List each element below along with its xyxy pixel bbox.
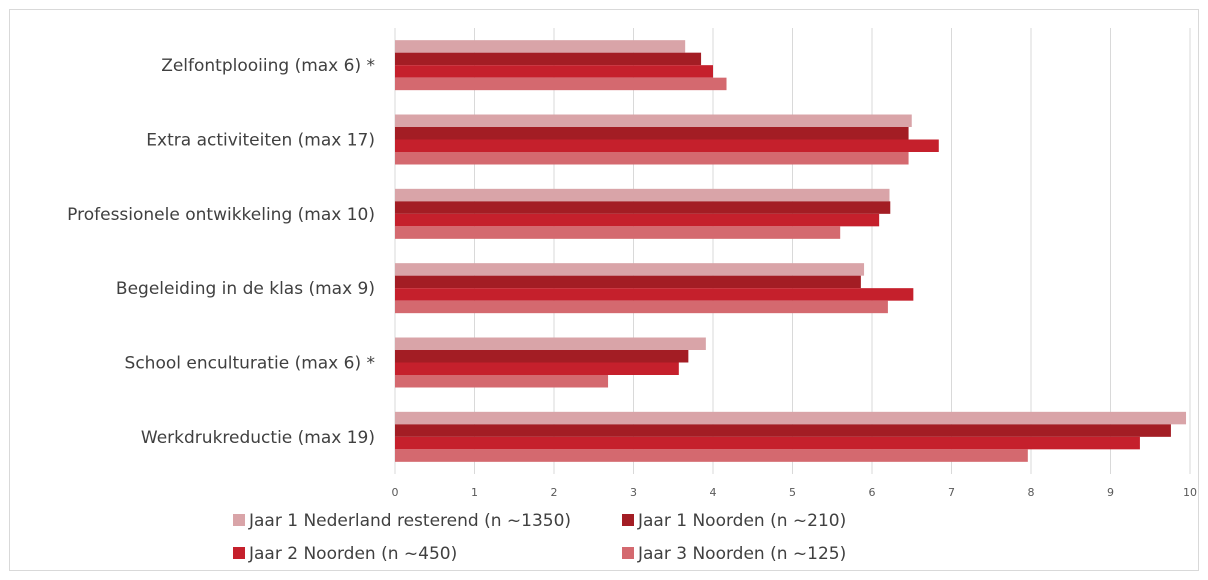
bar bbox=[395, 375, 609, 388]
category-label: Extra activiteiten (max 17) bbox=[146, 131, 375, 151]
bar bbox=[395, 188, 890, 202]
bar bbox=[395, 436, 1140, 450]
x-tick-label: 10 bbox=[1183, 486, 1197, 499]
legend-label: Jaar 2 Noorden (n ~450) bbox=[248, 544, 457, 564]
bar bbox=[395, 152, 909, 165]
x-tick-label: 3 bbox=[630, 486, 637, 499]
category-label: School enculturatie (max 6) * bbox=[125, 354, 375, 374]
bar bbox=[395, 139, 939, 152]
bar bbox=[395, 65, 713, 78]
bar bbox=[395, 362, 679, 375]
bar bbox=[395, 201, 891, 214]
x-tick-labels: 0 1 2 3 4 5 6 7 8 9 10 bbox=[392, 486, 1198, 499]
legend-swatch bbox=[233, 514, 245, 526]
x-tick-label: 6 bbox=[869, 486, 876, 499]
bar bbox=[395, 350, 689, 363]
bar bbox=[395, 52, 702, 66]
gridlines bbox=[394, 28, 1191, 474]
x-tick-label: 2 bbox=[551, 486, 558, 499]
category-label: Professionele ontwikkeling (max 10) bbox=[67, 205, 375, 225]
bar bbox=[395, 411, 1187, 425]
category-label: Werkdrukreductie (max 19) bbox=[141, 428, 375, 448]
bars bbox=[395, 40, 1187, 462]
category-label: Zelfontplooiing (max 6) * bbox=[161, 56, 375, 76]
bar bbox=[395, 114, 912, 127]
legend-item: Jaar 3 Noorden (n ~125) bbox=[622, 544, 846, 564]
category-labels: Zelfontplooiing (max 6) * Extra activitei… bbox=[67, 56, 375, 448]
category-label: Begeleiding in de klas (max 9) bbox=[116, 279, 375, 299]
x-tick-label: 4 bbox=[710, 486, 717, 499]
x-tick-label: 1 bbox=[471, 486, 478, 499]
legend-label: Jaar 1 Noorden (n ~210) bbox=[637, 511, 846, 531]
bar bbox=[395, 288, 914, 301]
legend-label: Jaar 3 Noorden (n ~125) bbox=[637, 544, 846, 564]
bar bbox=[395, 40, 686, 53]
legend-swatch bbox=[622, 547, 634, 559]
legend-item: Jaar 2 Noorden (n ~450) bbox=[233, 544, 457, 564]
legend: Jaar 1 Nederland resterend (n ~1350) Jaar… bbox=[233, 511, 846, 564]
bar bbox=[395, 449, 1028, 462]
bar bbox=[395, 213, 880, 227]
bar bbox=[395, 275, 861, 289]
bar bbox=[395, 300, 888, 314]
x-tick-label: 9 bbox=[1107, 486, 1114, 499]
x-tick-label: 5 bbox=[789, 486, 796, 499]
bar bbox=[395, 127, 909, 140]
legend-item: Jaar 1 Nederland resterend (n ~1350) bbox=[233, 511, 571, 531]
bar bbox=[395, 226, 841, 239]
x-tick-label: 8 bbox=[1028, 486, 1035, 499]
legend-label: Jaar 1 Nederland resterend (n ~1350) bbox=[248, 511, 571, 531]
legend-swatch bbox=[233, 547, 245, 559]
bar bbox=[395, 424, 1171, 437]
bar bbox=[395, 337, 706, 350]
legend-item: Jaar 1 Noorden (n ~210) bbox=[622, 511, 846, 531]
legend-swatch bbox=[622, 514, 634, 526]
x-tick-label: 7 bbox=[948, 486, 955, 499]
x-tick-label: 0 bbox=[392, 486, 399, 499]
bar bbox=[395, 263, 865, 276]
bar bbox=[395, 77, 727, 91]
